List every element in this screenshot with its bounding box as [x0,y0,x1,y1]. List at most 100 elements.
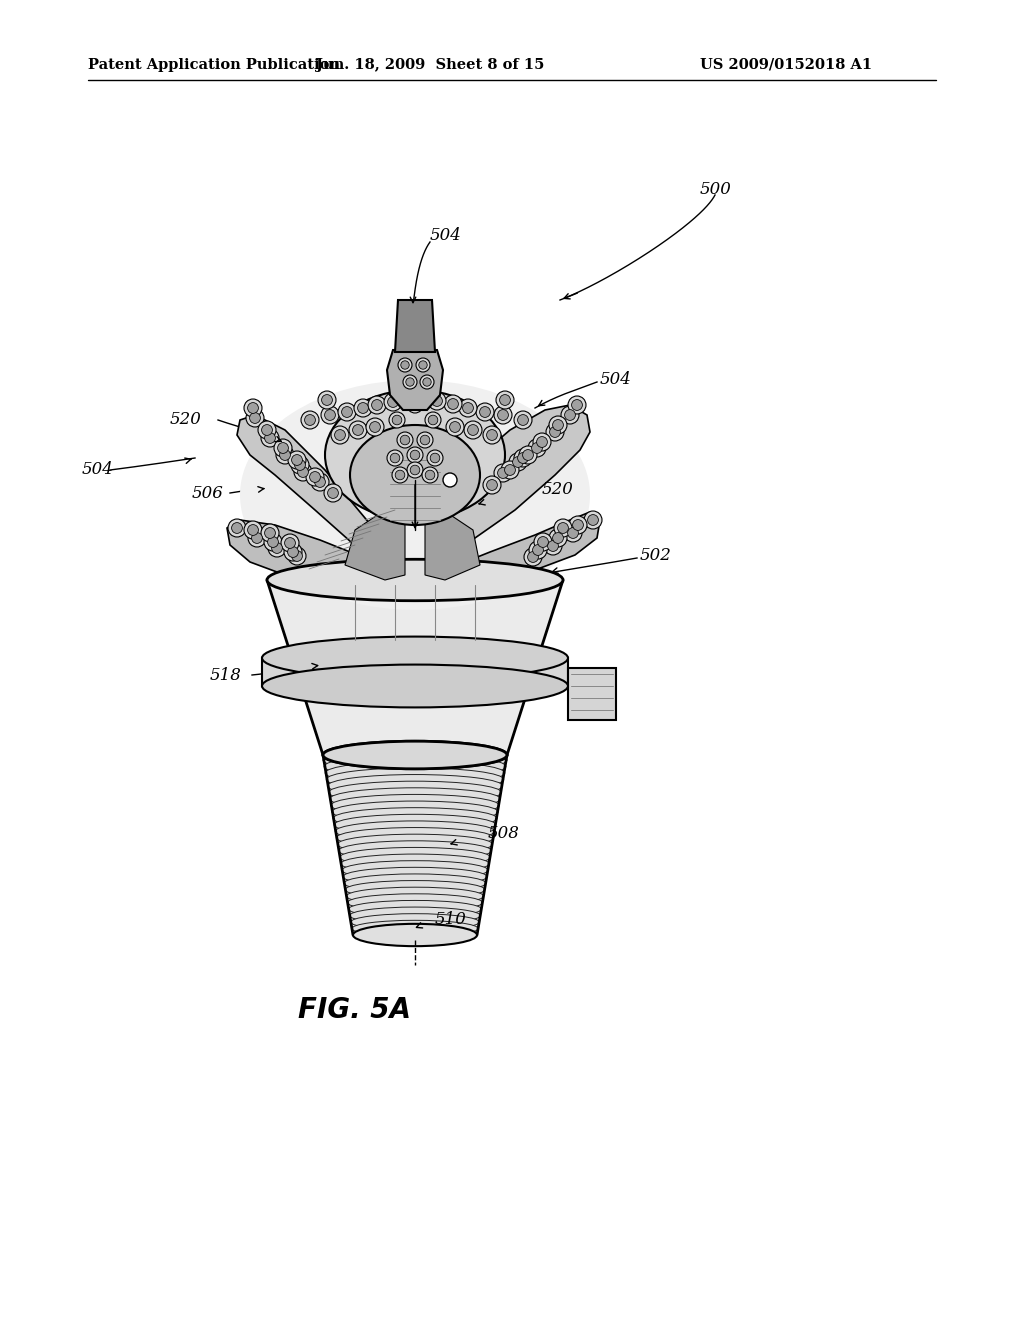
Text: 504: 504 [82,462,114,479]
Ellipse shape [262,664,568,708]
Ellipse shape [342,861,488,879]
Circle shape [588,515,598,525]
Polygon shape [425,405,590,576]
Circle shape [464,421,482,440]
Ellipse shape [323,742,507,768]
Circle shape [292,550,302,561]
Circle shape [564,524,582,543]
Circle shape [450,421,461,433]
Circle shape [250,413,260,424]
Circle shape [264,433,275,444]
Circle shape [387,450,403,466]
Circle shape [281,535,299,552]
Circle shape [407,462,423,478]
Circle shape [366,418,384,436]
Circle shape [278,442,289,453]
Circle shape [403,375,417,389]
Text: 520: 520 [542,482,573,499]
Circle shape [292,454,302,466]
Text: 508: 508 [488,825,520,842]
Circle shape [288,451,306,469]
Circle shape [571,400,583,411]
Ellipse shape [347,894,482,911]
Circle shape [548,541,558,552]
Circle shape [398,358,412,372]
Ellipse shape [331,795,500,816]
Circle shape [318,391,336,409]
Circle shape [549,529,567,546]
Circle shape [528,440,546,457]
Circle shape [331,426,349,444]
Circle shape [420,436,430,445]
Ellipse shape [267,560,563,601]
Circle shape [430,453,439,463]
Ellipse shape [325,755,506,779]
Circle shape [468,425,478,436]
Circle shape [532,545,544,556]
Ellipse shape [327,768,504,791]
Circle shape [554,519,572,537]
Circle shape [568,396,586,414]
Circle shape [428,416,438,425]
Circle shape [486,479,498,491]
Circle shape [389,412,406,428]
Ellipse shape [351,913,479,931]
Ellipse shape [340,847,490,867]
Circle shape [261,429,279,447]
Circle shape [517,453,528,463]
Circle shape [569,516,587,535]
Polygon shape [262,657,568,686]
Circle shape [544,537,562,554]
Circle shape [261,425,272,436]
Circle shape [388,396,398,408]
Circle shape [294,463,312,480]
Circle shape [509,453,527,471]
Circle shape [425,470,435,479]
Circle shape [431,396,442,407]
Circle shape [246,409,264,426]
Circle shape [463,403,473,413]
Circle shape [285,537,295,548]
Circle shape [231,523,243,533]
Circle shape [261,524,279,543]
Circle shape [514,449,532,467]
Circle shape [267,537,279,548]
Circle shape [274,440,292,457]
Circle shape [411,400,420,409]
Circle shape [534,533,552,550]
Ellipse shape [323,742,507,768]
Circle shape [550,426,560,437]
Circle shape [428,392,446,411]
Circle shape [527,552,539,562]
Circle shape [309,471,321,482]
Text: US 2009/0152018 A1: US 2009/0152018 A1 [700,58,872,73]
Circle shape [368,396,386,414]
Ellipse shape [345,880,484,899]
Circle shape [553,532,563,544]
Circle shape [400,360,410,370]
Circle shape [397,432,413,447]
Circle shape [505,465,515,475]
Circle shape [517,414,528,425]
Circle shape [325,409,336,420]
Polygon shape [420,512,600,590]
Circle shape [244,399,262,417]
Circle shape [446,418,464,436]
Circle shape [372,400,382,411]
Circle shape [342,407,352,417]
Text: Patent Application Publication: Patent Application Publication [88,58,340,73]
Circle shape [248,529,266,546]
Ellipse shape [332,801,498,822]
Circle shape [524,548,542,566]
Circle shape [427,450,443,466]
Circle shape [304,414,315,425]
Circle shape [288,546,306,565]
Polygon shape [568,668,616,719]
Circle shape [558,523,568,533]
Circle shape [501,461,519,479]
Circle shape [529,541,547,558]
Circle shape [335,429,345,441]
Circle shape [500,395,510,405]
Ellipse shape [326,762,505,784]
Circle shape [444,395,462,413]
